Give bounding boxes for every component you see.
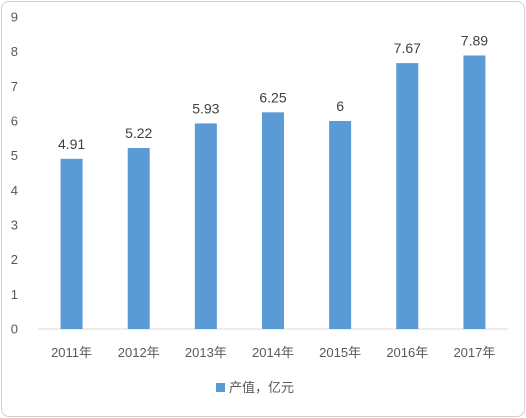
x-tick-label: 2016年	[386, 345, 428, 360]
data-label: 7.67	[394, 40, 421, 56]
x-axis-ticks: 2011年 2012年 2013年 2014年 2015年 2016年 2017年	[51, 345, 495, 360]
data-label: 5.22	[125, 125, 152, 141]
y-tick-label: 6	[11, 114, 18, 129]
bar	[329, 121, 352, 329]
legend: 产值，亿元	[216, 380, 294, 396]
y-tick-label: 3	[11, 218, 18, 233]
data-label: 6	[336, 98, 344, 114]
y-tick-label: 2	[11, 252, 18, 267]
x-tick-label: 2013年	[185, 345, 227, 360]
data-label: 6.25	[259, 89, 286, 105]
bar	[127, 148, 150, 329]
bar	[194, 123, 217, 329]
y-tick-label: 9	[11, 10, 18, 25]
y-axis-ticks: 0 1 2 3 4 5 6 7 8 9	[11, 10, 18, 337]
x-tick-label: 2017年	[453, 345, 495, 360]
y-tick-label: 7	[11, 79, 18, 94]
x-tick-label: 2014年	[252, 345, 294, 360]
bar	[60, 158, 83, 329]
x-tick-label: 2011年	[51, 345, 92, 360]
data-label: 7.89	[461, 32, 488, 48]
x-tick-label: 2015年	[319, 345, 361, 360]
data-label: 5.93	[192, 100, 219, 116]
legend-swatch	[216, 383, 225, 392]
data-label: 4.91	[58, 136, 85, 152]
legend-label: 产值，亿元	[229, 380, 294, 396]
bar	[262, 112, 284, 329]
data-labels: 4.91 5.22 5.93 6.25 6 7.67 7.89	[58, 32, 488, 151]
x-tick-label: 2012年	[118, 345, 160, 360]
bar	[463, 55, 486, 329]
y-tick-label: 5	[11, 148, 18, 163]
y-tick-label: 1	[11, 287, 18, 302]
y-tick-label: 0	[11, 322, 18, 337]
bar	[396, 63, 419, 330]
bar-series	[60, 55, 486, 330]
y-tick-label: 8	[11, 44, 18, 59]
y-tick-label: 4	[11, 183, 18, 198]
